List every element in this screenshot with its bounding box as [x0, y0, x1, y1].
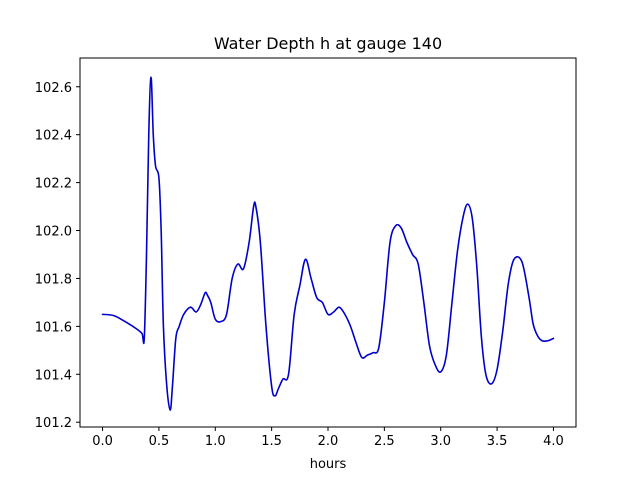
- x-tick-label: 4.0: [543, 434, 564, 449]
- x-tick-label: 2.5: [374, 434, 395, 449]
- y-tick-label: 102.6: [35, 81, 72, 96]
- plot-area: [101, 76, 555, 412]
- x-tick-label: 0.0: [92, 434, 113, 449]
- chart-title: Water Depth h at gauge 140: [214, 34, 442, 53]
- y-tick-label: 101.8: [35, 272, 72, 287]
- y-tick-label: 102.0: [35, 225, 72, 240]
- y-tick-label: 102.4: [35, 129, 72, 144]
- y-tick-label: 101.2: [35, 416, 72, 431]
- axes: 0.0 0.5 1.0 1.5 2.0 2.5 3.0 3.5 4.0 101.2 101.4 101…: [35, 57, 577, 449]
- x-tick-label: 1.0: [205, 434, 226, 449]
- series-line-0: [101, 76, 555, 412]
- x-tick-label: 3.5: [487, 434, 508, 449]
- y-tick-label: 101.4: [35, 368, 72, 383]
- x-tick-label: 1.5: [261, 434, 282, 449]
- x-axis-label: hours: [310, 457, 347, 472]
- x-tick-label: 2.0: [318, 434, 339, 449]
- y-tick-label: 101.6: [35, 320, 72, 335]
- y-tick-label: 102.2: [35, 177, 72, 192]
- x-tick-label: 0.5: [149, 434, 170, 449]
- x-tick-label: 3.0: [430, 434, 451, 449]
